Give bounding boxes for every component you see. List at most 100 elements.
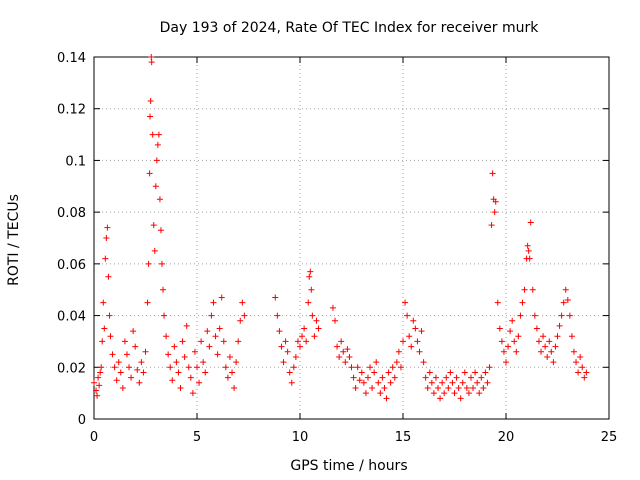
data-point (286, 369, 293, 376)
data-point (142, 348, 149, 355)
data-point (402, 299, 409, 306)
data-point (465, 390, 472, 397)
y-tick-label: 0 (78, 413, 86, 428)
data-point (276, 328, 283, 335)
data-point (404, 312, 411, 319)
data-point (558, 312, 565, 319)
data-point (453, 374, 460, 381)
y-tick-label: 0.12 (57, 103, 86, 118)
data-point (467, 374, 474, 381)
data-point (540, 333, 547, 340)
data-point (548, 348, 555, 355)
data-point (379, 374, 386, 381)
data-point (550, 359, 557, 366)
x-axis-ticks: 0 5 10 15 20 25 (90, 57, 617, 445)
data-point (202, 369, 209, 376)
data-point (364, 374, 371, 381)
data-point (103, 235, 110, 241)
data-point (527, 219, 534, 226)
data-point (393, 359, 400, 366)
data-point (575, 369, 582, 376)
data-point (418, 328, 425, 335)
data-point (412, 325, 419, 332)
data-point (105, 273, 112, 280)
data-point (102, 255, 109, 262)
data-point (375, 379, 382, 386)
data-point (191, 348, 198, 355)
data-point (371, 369, 378, 376)
data-point (513, 348, 520, 355)
data-point (408, 343, 415, 350)
data-point (496, 325, 503, 332)
data-point (140, 369, 147, 376)
data-point (156, 196, 163, 203)
data-point (383, 395, 390, 402)
data-point (149, 131, 156, 138)
data-point (455, 384, 462, 391)
data-point (235, 338, 242, 345)
data-point (128, 374, 135, 381)
data-point (282, 338, 289, 345)
chart-title: Day 193 of 2024, Rate Of TEC Index for r… (160, 20, 540, 36)
data-point (145, 260, 152, 267)
data-point (348, 364, 355, 371)
data-point (478, 374, 485, 381)
data-point (356, 377, 363, 384)
data-point (306, 273, 313, 280)
data-point (294, 338, 301, 345)
data-point (107, 333, 114, 340)
data-point (117, 369, 124, 376)
data-point (100, 299, 107, 306)
data-point (332, 317, 339, 324)
data-point (529, 286, 536, 293)
data-point (583, 369, 590, 376)
data-point (288, 379, 295, 386)
data-point (503, 359, 509, 366)
data-point (480, 384, 487, 391)
data-point (206, 343, 213, 350)
data-point (470, 384, 477, 391)
data-point (280, 359, 287, 366)
data-point (200, 359, 207, 366)
data-point (424, 384, 431, 391)
x-tick-label: 0 (90, 430, 98, 445)
data-point (147, 113, 154, 120)
y-tick-label: 0.1 (65, 154, 86, 169)
data-point (443, 374, 450, 381)
data-point (367, 364, 374, 371)
x-tick-label: 10 (292, 430, 309, 445)
data-point (96, 382, 103, 389)
data-point (494, 299, 501, 306)
data-point (564, 297, 571, 304)
data-point (151, 247, 158, 254)
data-point (160, 286, 167, 293)
data-point (570, 348, 577, 355)
data-point (461, 369, 468, 376)
data-point (535, 338, 542, 345)
data-point (519, 299, 526, 306)
grid-lines (94, 57, 609, 419)
data-point (491, 209, 498, 216)
data-point (463, 384, 470, 391)
data-point (158, 260, 165, 267)
data-point (410, 317, 417, 324)
data-point (290, 364, 297, 371)
data-point (492, 198, 499, 205)
data-point (581, 374, 588, 381)
data-point (309, 312, 316, 319)
data-point (183, 322, 190, 329)
data-point (272, 294, 279, 301)
data-point (336, 353, 343, 360)
data-point (93, 387, 100, 394)
data-point (165, 351, 172, 358)
data-point (476, 390, 483, 397)
x-tick-label: 15 (395, 430, 412, 445)
data-point (113, 377, 120, 384)
data-point (155, 131, 162, 138)
data-point (147, 97, 154, 104)
data-point (99, 338, 106, 345)
data-point (171, 343, 178, 350)
data-point (397, 364, 404, 371)
data-point (420, 359, 427, 366)
data-point (484, 379, 491, 386)
